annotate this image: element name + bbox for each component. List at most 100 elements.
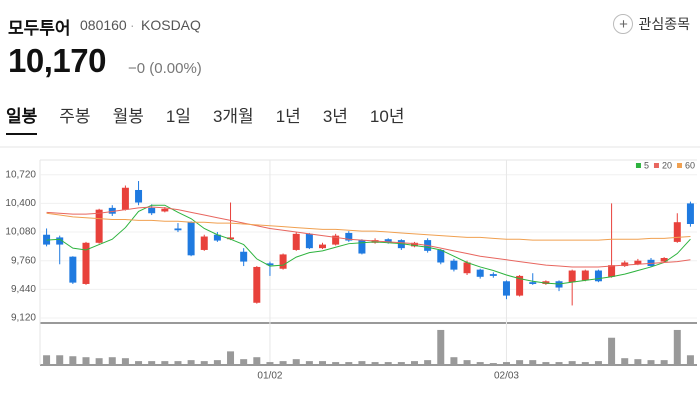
candle-body (410, 242, 418, 247)
candle-body (621, 262, 629, 267)
candle-body (213, 234, 221, 241)
period-tab[interactable]: 10년 (369, 107, 405, 126)
y-tick-label: 9,760 (11, 255, 36, 266)
volume-bar (384, 362, 392, 365)
plus-icon: + (613, 14, 634, 34)
candle-body (279, 254, 287, 269)
volume-bar (108, 357, 116, 365)
candle-body (174, 228, 182, 231)
candle-body (634, 260, 642, 265)
candle-body (345, 232, 353, 241)
volume-bar (476, 362, 484, 365)
candle-body (266, 263, 274, 266)
candle-body (660, 258, 668, 262)
y-tick-label: 10,400 (5, 198, 36, 209)
period-tabs: 일봉 주봉 월봉 1일 3개월 1년 3년 10년 (6, 102, 426, 135)
volume-bar (148, 361, 156, 365)
stock-code: 080160 (80, 17, 127, 33)
volume-bar (424, 360, 432, 365)
candle-body (332, 235, 340, 245)
volume-bar (621, 358, 629, 365)
price: 10,170 (8, 42, 106, 79)
volume-bar (371, 362, 379, 365)
volume-bar (292, 359, 300, 365)
volume-bar (121, 358, 129, 365)
candle-body (489, 274, 497, 276)
volume-bar (450, 357, 458, 365)
candle-body (82, 242, 90, 284)
volume-bar (69, 356, 77, 365)
volume-bar (673, 329, 681, 365)
legend-swatch (635, 163, 641, 168)
candle-body (121, 187, 129, 210)
candle-body (319, 244, 327, 249)
x-tick-label: 02/03 (494, 371, 519, 382)
volume-bar (161, 361, 169, 365)
volume-bar (581, 362, 589, 365)
candle-body (384, 239, 392, 242)
volume-bar (187, 360, 195, 365)
period-tab[interactable]: 3개월 (212, 107, 254, 126)
volume-bar (555, 362, 563, 365)
period-tab[interactable]: 1일 (165, 107, 191, 126)
price-change: −0 (0.00%) (128, 60, 202, 77)
period-tab[interactable]: 1년 (275, 107, 301, 126)
period-tab[interactable]: 일봉 (6, 102, 38, 135)
legend-label: 60 (685, 160, 695, 170)
volume-bar (568, 361, 576, 365)
period-tab[interactable]: 3년 (322, 107, 348, 126)
volume-bar (227, 351, 235, 365)
moving-average-line (46, 206, 691, 268)
volume-bar (594, 361, 602, 365)
y-tick-label: 9,120 (11, 313, 36, 324)
separator: · (130, 17, 135, 33)
candle-body (108, 207, 116, 214)
volume-bar (608, 337, 616, 365)
volume-bar (43, 355, 51, 365)
volume-bar (463, 360, 471, 365)
candle-body (56, 237, 64, 245)
legend-swatch (676, 163, 682, 168)
candle-body (673, 222, 681, 242)
legend-swatch (653, 163, 659, 168)
period-tab[interactable]: 월봉 (112, 107, 144, 126)
volume-bar (266, 362, 274, 365)
volume-bar (332, 362, 340, 365)
candle-body (568, 270, 576, 283)
candle-body (581, 270, 589, 281)
candle-body (437, 249, 445, 263)
volume-bar (319, 361, 327, 365)
candle-body (529, 282, 537, 284)
volume-bar (502, 362, 510, 365)
candle-body (161, 208, 169, 212)
volume-bar (279, 361, 287, 365)
candle-body (594, 270, 602, 282)
y-tick-label: 10,720 (5, 169, 36, 180)
market: KOSDAQ (141, 17, 201, 33)
moving-average-line (46, 212, 691, 241)
candle-body (516, 275, 524, 296)
volume-bar (56, 355, 64, 365)
watch-label: 관심종목 (638, 16, 690, 32)
candle-body (463, 262, 471, 274)
volume-bar (686, 355, 694, 365)
volume-bar (358, 361, 366, 365)
volume-bar (516, 360, 524, 365)
legend-label: 20 (662, 160, 672, 170)
period-tab[interactable]: 주봉 (59, 107, 91, 126)
volume-bar (397, 362, 405, 365)
y-tick-label: 9,440 (11, 284, 36, 295)
volume-bar (95, 358, 103, 365)
volume-bar (489, 363, 497, 365)
candle-body (502, 281, 510, 296)
candle-body (95, 209, 103, 243)
candle-body (608, 265, 616, 277)
watch-button[interactable]: + 관심종목 (613, 14, 690, 34)
volume-bar (82, 357, 90, 365)
legend-label: 5 (644, 160, 649, 170)
y-tick-label: 10,080 (5, 227, 36, 238)
volume-bar (529, 360, 537, 365)
moving-average-line (46, 204, 691, 285)
stock-name: 모두투어 (8, 19, 71, 38)
